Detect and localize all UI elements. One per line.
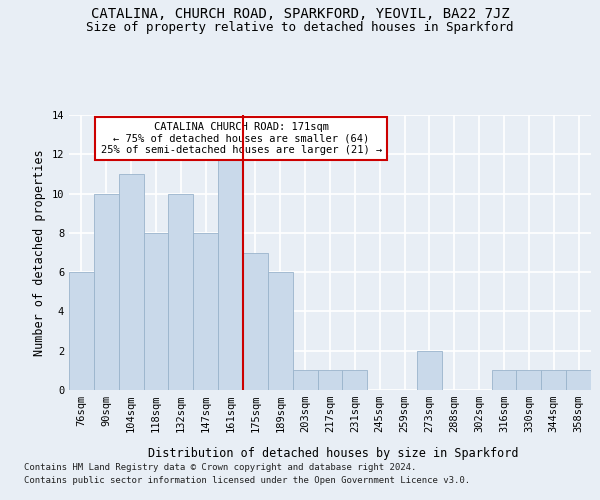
- Bar: [317, 370, 343, 390]
- Bar: [293, 370, 317, 390]
- Bar: [143, 233, 169, 390]
- Bar: [491, 370, 517, 390]
- Bar: [119, 174, 143, 390]
- Text: Distribution of detached houses by size in Sparkford: Distribution of detached houses by size …: [148, 448, 518, 460]
- Bar: [169, 194, 193, 390]
- Bar: [69, 272, 94, 390]
- Text: Size of property relative to detached houses in Sparkford: Size of property relative to detached ho…: [86, 22, 514, 35]
- Bar: [541, 370, 566, 390]
- Text: CATALINA, CHURCH ROAD, SPARKFORD, YEOVIL, BA22 7JZ: CATALINA, CHURCH ROAD, SPARKFORD, YEOVIL…: [91, 8, 509, 22]
- Text: Contains HM Land Registry data © Crown copyright and database right 2024.: Contains HM Land Registry data © Crown c…: [24, 464, 416, 472]
- Bar: [343, 370, 367, 390]
- Text: Contains public sector information licensed under the Open Government Licence v3: Contains public sector information licen…: [24, 476, 470, 485]
- Bar: [218, 154, 243, 390]
- Y-axis label: Number of detached properties: Number of detached properties: [33, 149, 46, 356]
- Bar: [417, 350, 442, 390]
- Bar: [193, 233, 218, 390]
- Bar: [94, 194, 119, 390]
- Text: CATALINA CHURCH ROAD: 171sqm
← 75% of detached houses are smaller (64)
25% of se: CATALINA CHURCH ROAD: 171sqm ← 75% of de…: [101, 122, 382, 155]
- Bar: [517, 370, 541, 390]
- Bar: [566, 370, 591, 390]
- Bar: [268, 272, 293, 390]
- Bar: [243, 252, 268, 390]
